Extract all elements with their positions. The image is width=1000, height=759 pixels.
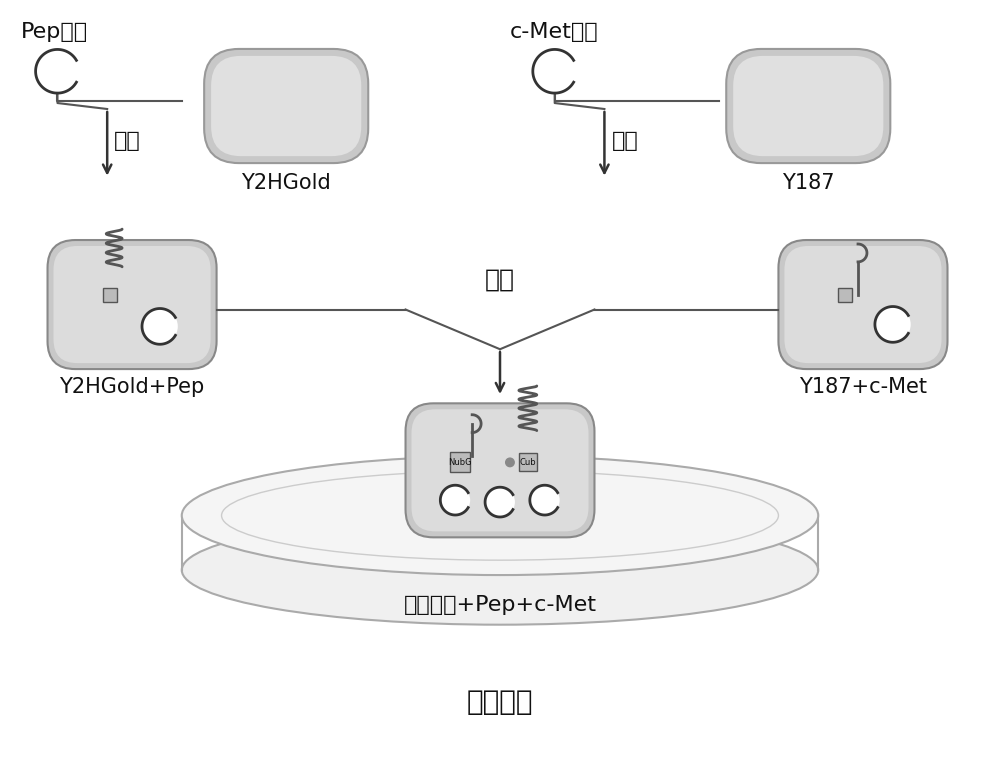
FancyBboxPatch shape [778,240,948,369]
Ellipse shape [182,456,818,575]
Circle shape [505,458,515,468]
Ellipse shape [182,515,818,625]
Circle shape [533,49,577,93]
Text: Y187: Y187 [782,172,835,193]
Bar [519,453,537,471]
Text: NubG: NubG [448,458,472,467]
FancyBboxPatch shape [211,56,361,156]
Text: c-Met质粒: c-Met质粒 [510,22,599,42]
Text: 转化: 转化 [611,131,638,151]
Circle shape [485,487,515,517]
Text: 转化: 转化 [114,131,141,151]
Text: Y2HGold+Pep: Y2HGold+Pep [59,377,205,397]
FancyBboxPatch shape [204,49,368,163]
Bar [450,452,470,472]
Circle shape [875,307,911,342]
Bar [103,288,117,301]
Text: Y187+c-Met: Y187+c-Met [799,377,927,397]
Bar [838,288,852,301]
FancyBboxPatch shape [406,403,594,537]
Text: 平板筛选: 平板筛选 [467,688,533,716]
Text: Y2HGold: Y2HGold [241,172,331,193]
Text: Pep质粒: Pep质粒 [21,22,88,42]
Circle shape [530,485,560,515]
Circle shape [36,49,79,93]
Text: Cub: Cub [520,458,536,467]
FancyBboxPatch shape [411,409,589,531]
FancyBboxPatch shape [784,246,942,363]
FancyBboxPatch shape [733,56,883,156]
FancyBboxPatch shape [48,240,217,369]
Text: 杂交: 杂交 [485,268,515,291]
FancyBboxPatch shape [726,49,890,163]
Circle shape [142,308,178,345]
FancyBboxPatch shape [53,246,211,363]
Circle shape [440,485,470,515]
Text: 杂合细胞+Pep+c-Met: 杂合细胞+Pep+c-Met [404,595,596,616]
